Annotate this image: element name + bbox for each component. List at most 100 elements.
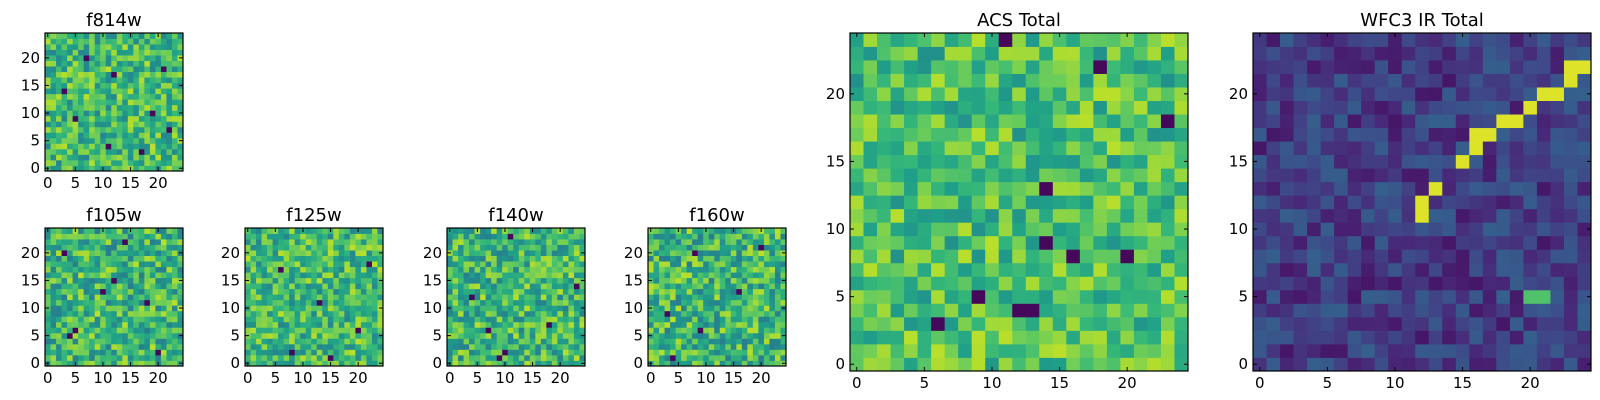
heatmap-cell (958, 154, 973, 169)
heatmap-cell (138, 60, 145, 67)
heatmap-cell (758, 288, 765, 295)
heatmap-cell (56, 165, 62, 172)
heatmap-cell (1307, 127, 1321, 142)
heatmap-cell (1550, 181, 1565, 196)
heatmap-cell (496, 299, 503, 306)
heatmap-cell (763, 338, 770, 345)
heatmap-cell (551, 310, 558, 317)
heatmap-cell (289, 250, 296, 256)
heatmap-cell (573, 272, 580, 279)
heatmap-cell (1347, 114, 1362, 129)
heatmap-cell (513, 305, 520, 312)
heatmap-cell (1160, 87, 1175, 101)
heatmap-cell (45, 261, 51, 268)
heatmap-cell (904, 114, 918, 129)
heatmap-cell (653, 294, 660, 301)
heatmap-cell (166, 55, 173, 61)
heatmap-cell (371, 288, 378, 295)
heatmap-cell (1280, 168, 1294, 183)
heatmap-cell (675, 288, 682, 295)
heatmap-cell (1039, 73, 1054, 88)
heatmap-cell (149, 99, 156, 106)
heatmap-cell (261, 360, 268, 367)
heatmap-cell (1550, 208, 1565, 223)
heatmap-cell (944, 114, 959, 129)
heatmap-cell (1307, 195, 1321, 210)
heatmap-cell (579, 272, 586, 279)
heatmap-cell (714, 233, 721, 240)
heatmap-cell (1147, 343, 1162, 358)
heatmap-cell (300, 310, 307, 317)
heatmap-cell (1079, 208, 1094, 223)
heatmap-cell (469, 338, 475, 345)
heatmap-cell (294, 250, 301, 256)
heatmap-cell (469, 360, 475, 367)
heatmap-cell (1523, 208, 1538, 223)
heatmap-cell (1496, 33, 1511, 47)
heatmap-cell (56, 343, 62, 350)
heatmap-cell (1469, 141, 1484, 156)
heatmap-cell (1253, 87, 1267, 101)
heatmap-cell (311, 299, 318, 306)
heatmap-cell (1347, 154, 1362, 169)
heatmap-cell (149, 321, 156, 328)
heatmap-cell (670, 244, 676, 251)
heatmap-cell (747, 228, 754, 234)
heatmap-cell (1442, 168, 1457, 183)
heatmap-cell (502, 310, 509, 317)
heatmap-cell (1079, 289, 1094, 304)
heatmap-cell (535, 266, 542, 273)
heatmap-cell (681, 261, 688, 268)
heatmap-cell (1320, 249, 1335, 264)
heatmap-cell (327, 332, 334, 339)
heatmap-cell (177, 288, 184, 295)
heatmap-cell (573, 283, 580, 290)
heatmap-cell (752, 349, 759, 356)
heatmap-cell (1160, 181, 1175, 196)
heatmap-cell (877, 235, 891, 250)
heatmap-cell (1334, 127, 1349, 142)
heatmap-cell (1496, 262, 1511, 277)
heatmap-cell (289, 294, 296, 301)
heatmap-cell (1550, 316, 1565, 331)
heatmap-cell (1106, 289, 1121, 304)
heatmap-cell (322, 283, 329, 290)
heatmap-cell (366, 239, 373, 245)
heatmap-cell (138, 104, 145, 111)
heatmap-cell (507, 332, 514, 339)
heatmap-cell (1280, 33, 1294, 47)
heatmap-cell (50, 159, 57, 166)
heatmap-cell (100, 38, 107, 45)
heatmap-cell (105, 88, 112, 95)
heatmap-cell (452, 327, 459, 334)
heatmap-cell (480, 316, 487, 323)
heatmap-cell (256, 250, 262, 256)
heatmap-cell (850, 114, 864, 129)
heatmap-cell (166, 239, 173, 245)
heatmap-cell (568, 321, 575, 328)
heatmap-cell (133, 159, 140, 166)
heatmap-cell (1079, 100, 1094, 115)
heatmap-cell (491, 332, 498, 339)
heatmap-cell (89, 272, 96, 279)
heatmap-cell (1052, 33, 1067, 47)
heatmap-cell (1388, 330, 1403, 345)
heatmap-cell (551, 354, 558, 361)
heatmap-cell (360, 239, 367, 245)
heatmap-cell (155, 55, 162, 61)
heatmap-cell (1106, 222, 1121, 237)
heatmap-cell (149, 239, 156, 245)
heatmap-cell (546, 228, 553, 234)
heatmap-cell (551, 266, 558, 273)
heatmap-cell (579, 299, 586, 306)
heatmap-cell (540, 233, 547, 240)
heatmap-cell (1482, 289, 1497, 304)
heatmap-cell (725, 283, 732, 290)
heatmap-cell (1039, 316, 1054, 331)
heatmap-cell (890, 343, 905, 358)
heatmap-cell (747, 321, 754, 328)
heatmap-cell (1079, 73, 1094, 88)
heatmap-cell (300, 354, 307, 361)
heatmap-cell (1133, 357, 1148, 372)
heatmap-cell (546, 316, 553, 323)
